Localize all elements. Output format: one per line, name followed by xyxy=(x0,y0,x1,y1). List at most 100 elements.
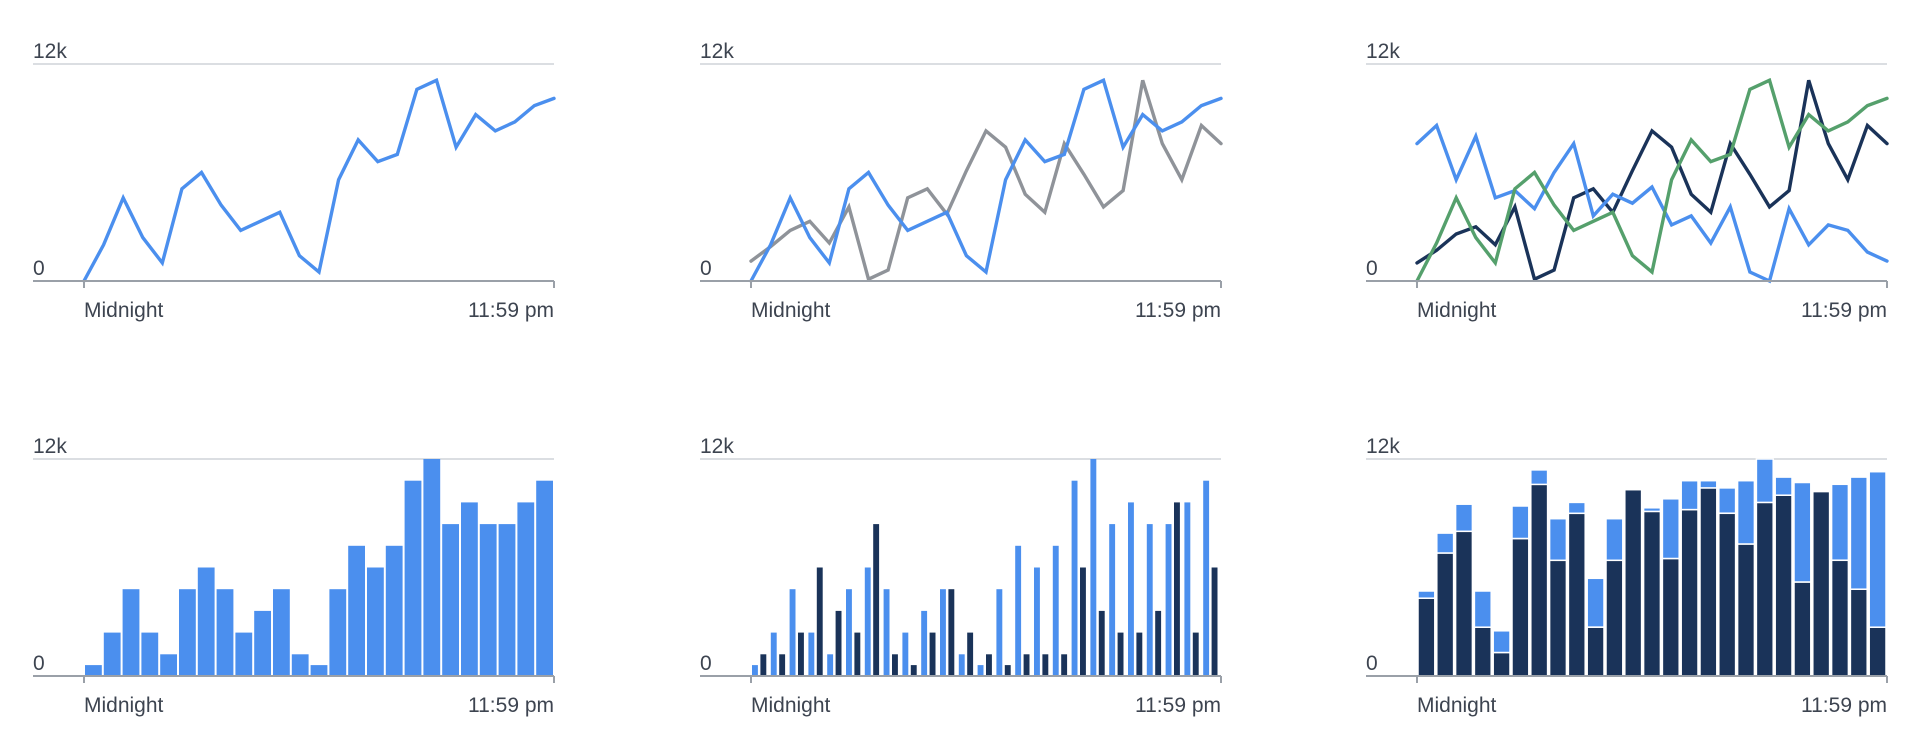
series-line-gray xyxy=(749,79,1223,282)
bar-navy xyxy=(1530,483,1549,677)
bar-navy xyxy=(1661,557,1680,677)
bar-navy xyxy=(1624,488,1643,677)
bar-blue xyxy=(1699,479,1718,489)
x-tick-label-end: 11:59 pm xyxy=(1801,694,1887,717)
bar-navy xyxy=(873,524,880,676)
bar-blue xyxy=(1830,483,1850,561)
bar-navy xyxy=(1211,567,1218,676)
bar-blue xyxy=(789,589,796,676)
bar-navy xyxy=(1511,537,1530,677)
bar-blue xyxy=(1203,480,1210,676)
bar-blue xyxy=(103,632,121,676)
bar-blue xyxy=(423,459,441,676)
y-tick-label-zero: 0 xyxy=(700,652,712,675)
bar-blue xyxy=(517,502,535,676)
x-tick-label-start: Midnight xyxy=(1417,299,1497,322)
bar-navy xyxy=(1098,610,1105,676)
bar-navy xyxy=(816,567,823,676)
y-tick-label-zero: 0 xyxy=(1366,257,1378,280)
bar-navy xyxy=(1136,632,1143,676)
bar-blue xyxy=(291,654,309,676)
bar-navy xyxy=(1023,654,1030,676)
bar-blue xyxy=(1417,590,1436,599)
bar-blue xyxy=(122,589,140,676)
bar-navy xyxy=(1492,651,1511,677)
x-tick-label-start: Midnight xyxy=(84,694,164,717)
bar-navy xyxy=(798,632,804,676)
bar-blue xyxy=(1492,630,1511,654)
y-tick-label-max: 12k xyxy=(700,40,734,63)
bar-navy xyxy=(760,654,767,676)
bar-blue xyxy=(329,589,347,676)
bar-blue xyxy=(1146,524,1153,676)
bar-blue xyxy=(996,589,1003,676)
y-tick-label-max: 12k xyxy=(33,40,67,63)
bar-blue xyxy=(197,567,215,676)
series-line-blue xyxy=(82,77,556,283)
bar-blue xyxy=(1586,577,1605,628)
bar-blue xyxy=(273,589,290,676)
bar-navy xyxy=(910,665,917,676)
bar-navy xyxy=(1117,632,1124,676)
bar-blue xyxy=(442,524,459,676)
bar-blue xyxy=(808,632,815,676)
bar-blue xyxy=(1165,524,1172,676)
x-tick-label-start: Midnight xyxy=(84,299,164,322)
bar-blue xyxy=(1511,505,1530,540)
chart-panel-4: 12k 0 Midnight 11:59 pm xyxy=(33,435,555,717)
bar-blue xyxy=(1661,498,1680,560)
bar-navy xyxy=(1605,559,1624,677)
bar-navy xyxy=(1755,501,1774,677)
bar-navy xyxy=(948,589,955,676)
bar-navy xyxy=(929,632,936,676)
x-tick-label-end: 11:59 pm xyxy=(1135,694,1221,717)
bar-blue xyxy=(141,632,159,676)
x-tick-label-end: 11:59 pm xyxy=(1801,299,1887,322)
bar-navy xyxy=(892,654,898,676)
bar-navy xyxy=(1642,510,1662,677)
chart-panel-6: 12k 0 Midnight 11:59 pm xyxy=(1366,435,1888,717)
x-tick-label-end: 11:59 pm xyxy=(1135,299,1221,322)
bar-blue xyxy=(254,610,271,676)
bar-blue xyxy=(310,665,328,676)
chart-panel-3: 12k 0 Midnight 11:59 pm xyxy=(1366,40,1889,322)
bar-blue xyxy=(827,654,834,676)
bar-blue xyxy=(770,632,777,676)
chart-panel-2: 12k 0 Midnight 11:59 pm xyxy=(700,40,1223,322)
y-tick-label-max: 12k xyxy=(1366,40,1400,63)
bar-navy xyxy=(1061,654,1068,676)
bar-blue xyxy=(921,610,928,676)
series-line-blue xyxy=(749,77,1223,283)
bar-blue xyxy=(385,545,403,676)
bar-navy xyxy=(1868,626,1887,677)
bar-blue xyxy=(404,480,422,676)
bar-navy xyxy=(1680,508,1699,677)
bar-blue xyxy=(1718,487,1737,514)
y-tick-label-max: 12k xyxy=(1366,435,1400,458)
bar-blue xyxy=(940,589,946,676)
bar-blue xyxy=(367,567,384,676)
bar-blue xyxy=(883,589,890,676)
bar-blue xyxy=(1015,545,1022,676)
bar-blue xyxy=(498,524,516,676)
bar-blue xyxy=(461,502,478,676)
bar-navy xyxy=(1718,512,1737,677)
bar-blue xyxy=(1052,545,1059,676)
bar-blue xyxy=(179,589,196,676)
bar-navy xyxy=(1774,494,1793,677)
bar-navy xyxy=(1736,543,1756,677)
bar-blue xyxy=(1774,476,1793,496)
chart-panel-1: 12k 0 Midnight 11:59 pm xyxy=(33,40,556,322)
bar-navy xyxy=(1192,632,1199,676)
y-tick-label-max: 12k xyxy=(33,435,67,458)
bar-navy xyxy=(779,654,786,676)
bar-blue xyxy=(1793,481,1812,583)
bar-blue xyxy=(1436,532,1455,554)
y-tick-label-zero: 0 xyxy=(700,257,712,280)
bar-blue xyxy=(479,524,497,676)
x-tick-label-end: 11:59 pm xyxy=(468,694,554,717)
bar-blue xyxy=(1090,459,1097,676)
bar-navy xyxy=(1567,512,1586,677)
bar-blue xyxy=(1128,502,1134,676)
